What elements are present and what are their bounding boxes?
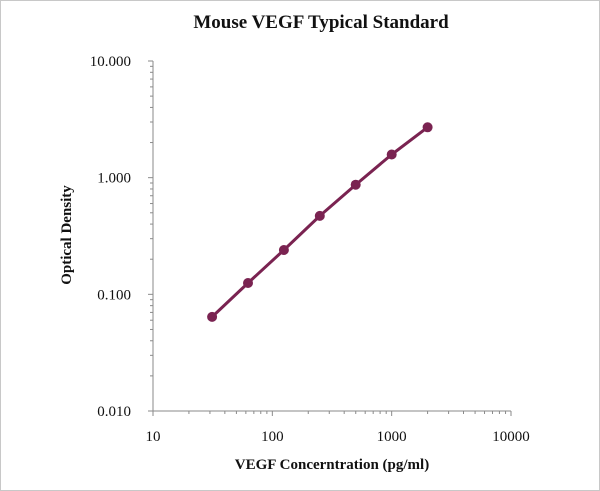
data-point — [243, 278, 253, 288]
y-tick-label: 0.100 — [97, 287, 131, 303]
x-tick-label: 1000 — [377, 429, 407, 445]
x-axis-title: VEGF Concerntration (pg/ml) — [235, 457, 429, 473]
data-point — [314, 210, 325, 221]
series-layer — [207, 122, 433, 322]
data-point — [386, 149, 397, 160]
y-tick-label: 10.000 — [90, 54, 131, 70]
x-tick-label: 10 — [146, 429, 161, 445]
y-axis-title: Optical Density — [59, 185, 75, 285]
y-axis-ticks: 0.010 0.100 1.000 10.000 — [90, 54, 153, 420]
axes — [152, 61, 511, 412]
x-tick-label: 10000 — [492, 429, 530, 445]
x-axis-ticks: 10 100 1000 10000 — [146, 411, 530, 445]
y-tick-label: 0.010 — [97, 404, 131, 420]
chart-title: Mouse VEGF Typical Standard — [193, 12, 449, 33]
data-point — [350, 179, 361, 190]
x-tick-label: 100 — [261, 429, 284, 445]
data-point — [422, 122, 433, 133]
data-point — [278, 245, 289, 255]
data-point — [207, 311, 218, 322]
y-tick-label: 1.000 — [97, 171, 131, 187]
